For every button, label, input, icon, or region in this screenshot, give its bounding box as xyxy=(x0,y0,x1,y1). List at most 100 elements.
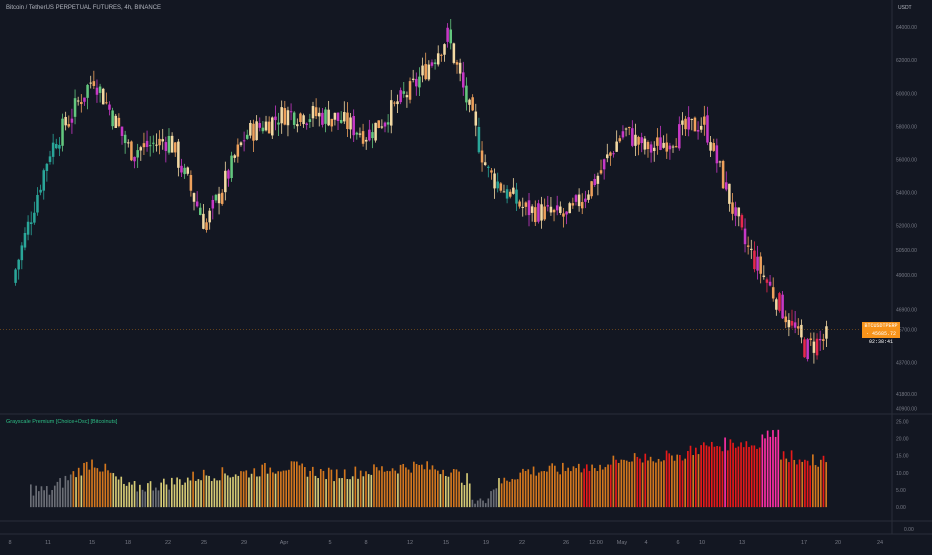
candle-body xyxy=(483,162,487,166)
histogram-bar xyxy=(737,446,740,508)
histogram-bar xyxy=(665,450,668,508)
histogram-bar xyxy=(120,476,123,508)
histogram-bar xyxy=(341,478,343,508)
candle-body xyxy=(768,281,772,286)
last-price-countdown: 02:38:41 xyxy=(868,339,893,345)
histogram-bar xyxy=(322,470,325,508)
histogram-bar xyxy=(248,477,250,508)
candle-body xyxy=(443,44,446,55)
histogram-bar xyxy=(508,481,511,508)
candle-body xyxy=(790,321,794,326)
candle-body xyxy=(709,142,712,151)
time-tick-label: 18 xyxy=(125,540,131,546)
candle-body xyxy=(296,124,299,127)
candle-body xyxy=(815,338,819,356)
price-axis[interactable]: 64000.00 62000.00 60000.00 58000.00 56000.00… xyxy=(896,25,917,412)
candle-body xyxy=(668,145,672,150)
histogram-bar xyxy=(327,467,330,508)
histogram-bar xyxy=(338,478,341,508)
histogram-bar xyxy=(413,461,415,508)
candle-body xyxy=(825,326,828,339)
candle-body xyxy=(696,130,700,132)
candle-body xyxy=(180,165,183,173)
histogram-bar xyxy=(516,479,519,508)
histogram-bar xyxy=(224,473,226,508)
histogram-bar xyxy=(426,461,428,508)
histogram-bar xyxy=(383,471,386,508)
histogram-bar xyxy=(503,477,506,508)
histogram-bar xyxy=(96,468,99,508)
candle-body xyxy=(549,206,553,213)
candle-body xyxy=(408,81,412,100)
candle-body xyxy=(452,43,456,63)
candle-body xyxy=(133,156,136,162)
histogram-bar xyxy=(593,468,596,508)
candle-body xyxy=(123,134,127,144)
candle-body xyxy=(220,192,224,204)
histogram-bar xyxy=(788,462,790,508)
histogram-bar xyxy=(418,465,421,508)
candle-body xyxy=(292,112,296,125)
price-tick-label: 58000.00 xyxy=(896,124,917,130)
histogram-bar xyxy=(588,470,591,508)
histogram-bar xyxy=(487,498,490,508)
candle-body xyxy=(555,205,559,211)
histogram-bar xyxy=(522,468,524,508)
histogram-bar xyxy=(362,476,365,508)
histogram-bar xyxy=(476,500,479,508)
histogram-bar xyxy=(463,485,466,508)
histogram-bar xyxy=(314,475,317,508)
candle-body xyxy=(496,181,499,189)
histogram-bar xyxy=(431,465,434,508)
candle-body xyxy=(61,118,64,146)
candle-body xyxy=(117,117,121,127)
candle-body xyxy=(211,200,215,209)
histogram-bar xyxy=(200,480,202,508)
candle-body xyxy=(33,212,36,223)
candle-body xyxy=(665,142,669,152)
histogram-bar xyxy=(357,478,359,508)
histogram-bar xyxy=(734,447,737,508)
time-axis[interactable]: 8 11 15 18 22 25 29 Apr 5 8 12 15 19 22 26 12:00 May 4 6 10… xyxy=(8,540,883,546)
histogram-bar xyxy=(460,482,463,508)
candle-body xyxy=(199,207,202,215)
candle-body xyxy=(596,175,600,184)
histogram-bar xyxy=(615,459,617,508)
histogram-bar xyxy=(636,456,639,508)
price-tick-label: 56000.00 xyxy=(896,157,917,163)
candle-body xyxy=(51,142,55,157)
candle-body xyxy=(765,279,769,283)
histogram-bar xyxy=(59,478,61,508)
histogram-bar xyxy=(296,461,298,508)
time-tick-label: 19 xyxy=(483,540,489,546)
histogram-bar xyxy=(407,469,410,508)
histogram-bar xyxy=(261,464,264,508)
histogram-bar xyxy=(226,475,229,508)
candle-body xyxy=(152,142,155,144)
candle-body xyxy=(177,141,180,168)
histogram-bar xyxy=(280,471,282,508)
histogram-bar xyxy=(657,458,660,508)
histogram-bar xyxy=(748,446,750,508)
candle-body xyxy=(167,136,171,153)
candle-body xyxy=(436,53,440,65)
histogram-bar xyxy=(181,484,184,508)
oscillator-axis[interactable]: 25.00 20.00 15.00 10.00 5.00 0.00 0.00 xyxy=(896,419,914,533)
candle-body xyxy=(208,210,211,223)
histogram-bar xyxy=(511,478,514,508)
histogram-bar xyxy=(623,459,625,508)
histogram-bar xyxy=(301,463,303,508)
time-tick-label: 25 xyxy=(201,540,207,546)
histogram-bar xyxy=(452,469,455,508)
histogram-bar xyxy=(692,455,694,508)
candle-body xyxy=(264,121,268,131)
histogram-bar xyxy=(647,460,649,508)
histogram-bar xyxy=(506,480,508,508)
candle-body xyxy=(389,100,393,126)
candle-body xyxy=(111,110,114,127)
indicator-label[interactable]: Grayscale Premium [Choice+Osc] [Bitcoinu… xyxy=(6,419,118,425)
histogram-bar xyxy=(131,484,133,508)
candle-body xyxy=(640,137,643,144)
